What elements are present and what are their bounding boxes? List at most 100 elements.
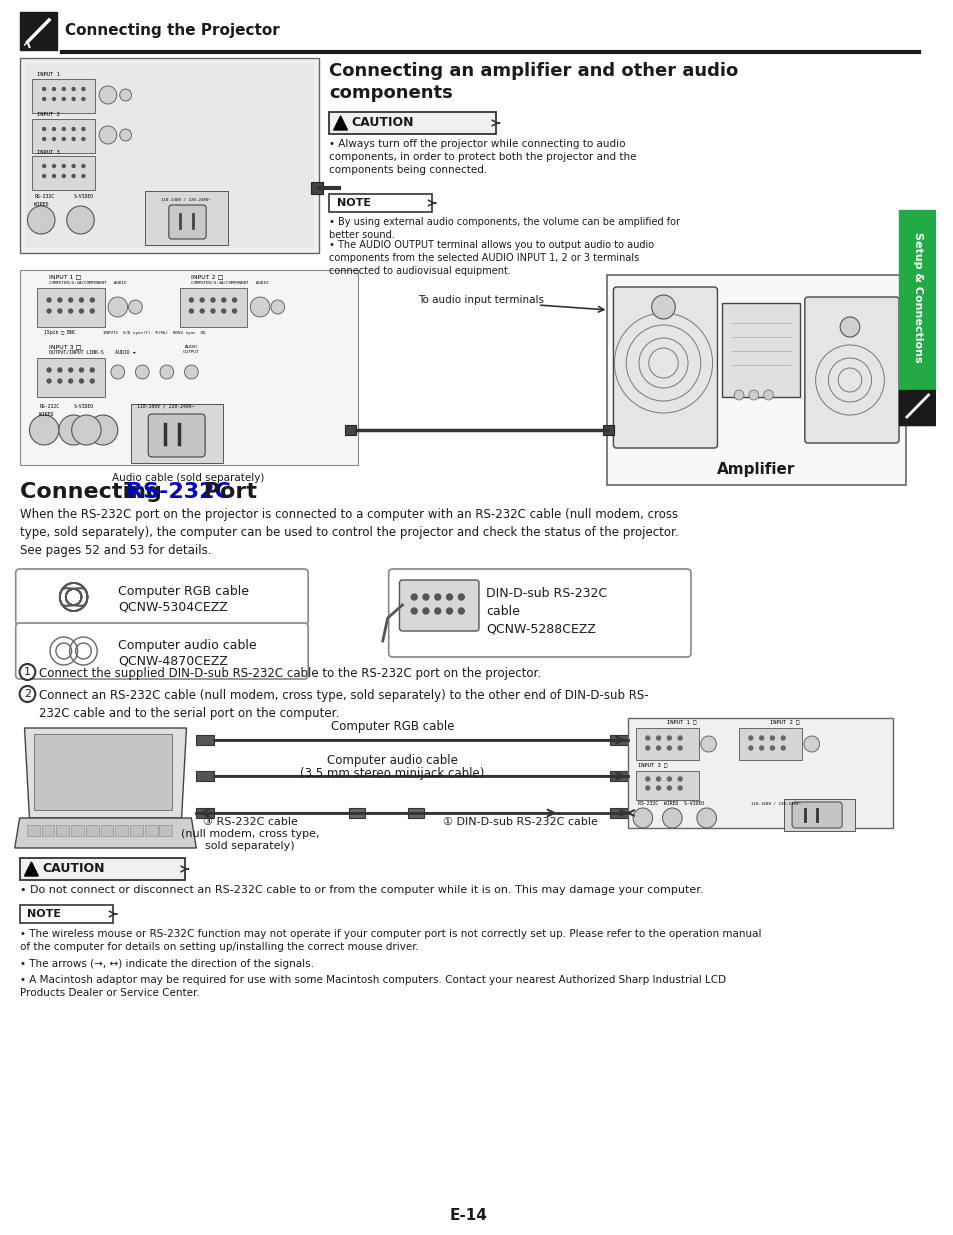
Text: Computer RGB cable
QCNW-5304CEZZ: Computer RGB cable QCNW-5304CEZZ bbox=[117, 585, 249, 613]
Polygon shape bbox=[334, 116, 347, 130]
Text: Port: Port bbox=[196, 482, 257, 501]
FancyBboxPatch shape bbox=[610, 808, 627, 818]
FancyBboxPatch shape bbox=[20, 858, 184, 881]
Circle shape bbox=[69, 298, 72, 303]
Text: CAUTION: CAUTION bbox=[42, 862, 105, 876]
Text: Computer RGB cable: Computer RGB cable bbox=[331, 720, 454, 734]
Circle shape bbox=[99, 126, 116, 144]
Text: 110-160V / 220-240V~: 110-160V / 220-240V~ bbox=[750, 802, 800, 806]
Circle shape bbox=[661, 808, 681, 827]
Circle shape bbox=[52, 88, 55, 90]
FancyBboxPatch shape bbox=[56, 825, 70, 836]
Circle shape bbox=[211, 309, 214, 312]
Circle shape bbox=[748, 746, 752, 750]
Circle shape bbox=[762, 390, 773, 400]
FancyBboxPatch shape bbox=[613, 287, 717, 448]
Circle shape bbox=[190, 298, 193, 303]
Circle shape bbox=[696, 808, 716, 827]
FancyBboxPatch shape bbox=[32, 156, 95, 190]
Circle shape bbox=[72, 127, 75, 131]
Text: COMPUTER/4:3A/COMPONENT   AUDIO: COMPUTER/4:3A/COMPONENT AUDIO bbox=[49, 282, 127, 285]
FancyBboxPatch shape bbox=[602, 425, 614, 435]
FancyBboxPatch shape bbox=[610, 735, 627, 745]
Circle shape bbox=[99, 86, 116, 104]
Text: • The arrows (→, ↔) indicate the direction of the signals.: • The arrows (→, ↔) indicate the directi… bbox=[20, 960, 314, 969]
Text: Connecting: Connecting bbox=[20, 482, 169, 501]
Circle shape bbox=[82, 137, 85, 141]
Circle shape bbox=[69, 379, 72, 383]
Circle shape bbox=[422, 608, 429, 614]
Circle shape bbox=[28, 206, 55, 233]
Circle shape bbox=[667, 777, 671, 781]
FancyBboxPatch shape bbox=[311, 182, 322, 194]
FancyBboxPatch shape bbox=[196, 771, 213, 781]
Circle shape bbox=[770, 746, 774, 750]
FancyBboxPatch shape bbox=[145, 191, 228, 245]
Text: RS-232C: RS-232C bbox=[39, 404, 59, 409]
Text: INPUT2  G/D sync(Y)  R(Pb)  HDVS sync  XD: INPUT2 G/D sync(Y) R(Pb) HDVS sync XD bbox=[103, 331, 205, 335]
Circle shape bbox=[79, 379, 83, 383]
Circle shape bbox=[759, 746, 762, 750]
Circle shape bbox=[200, 309, 204, 312]
Text: • A Macintosh adaptor may be required for use with some Macintosh computers. Con: • A Macintosh adaptor may be required fo… bbox=[20, 974, 725, 998]
Circle shape bbox=[72, 174, 75, 178]
Text: ③ RS-232C cable: ③ RS-232C cable bbox=[203, 818, 297, 827]
Circle shape bbox=[656, 785, 659, 790]
FancyBboxPatch shape bbox=[349, 808, 365, 818]
Circle shape bbox=[72, 164, 75, 168]
Text: AUDIO
OUTPUT: AUDIO OUTPUT bbox=[183, 346, 199, 354]
Circle shape bbox=[62, 137, 65, 141]
FancyBboxPatch shape bbox=[15, 569, 308, 625]
Circle shape bbox=[62, 127, 65, 131]
Text: INPUT 3: INPUT 3 bbox=[37, 149, 60, 156]
Circle shape bbox=[71, 415, 101, 445]
Circle shape bbox=[43, 127, 46, 131]
Text: INPUT 1 □: INPUT 1 □ bbox=[667, 719, 696, 724]
FancyBboxPatch shape bbox=[20, 270, 358, 466]
Circle shape bbox=[82, 88, 85, 90]
Circle shape bbox=[120, 89, 132, 101]
Text: When the RS-232C port on the projector is connected to a computer with an RS-232: When the RS-232C port on the projector i… bbox=[20, 508, 678, 557]
Text: NOTE: NOTE bbox=[28, 909, 61, 919]
Circle shape bbox=[58, 368, 62, 372]
Circle shape bbox=[222, 309, 226, 312]
FancyBboxPatch shape bbox=[15, 622, 308, 679]
FancyBboxPatch shape bbox=[145, 825, 157, 836]
FancyBboxPatch shape bbox=[100, 825, 113, 836]
Circle shape bbox=[678, 777, 681, 781]
FancyBboxPatch shape bbox=[20, 58, 318, 253]
FancyBboxPatch shape bbox=[25, 63, 314, 248]
Circle shape bbox=[52, 164, 55, 168]
FancyBboxPatch shape bbox=[86, 825, 98, 836]
Circle shape bbox=[651, 295, 675, 319]
Circle shape bbox=[190, 309, 193, 312]
FancyBboxPatch shape bbox=[636, 771, 699, 800]
Circle shape bbox=[645, 746, 649, 750]
Text: sold separately): sold separately) bbox=[205, 841, 294, 851]
Text: • The wireless mouse or RS-232C function may not operate if your computer port i: • The wireless mouse or RS-232C function… bbox=[20, 929, 760, 952]
Circle shape bbox=[47, 298, 51, 303]
Circle shape bbox=[645, 736, 649, 740]
Circle shape bbox=[79, 368, 83, 372]
Circle shape bbox=[91, 368, 94, 372]
Text: OUTPUT/INPUT LINK-S    AUDIO ◄: OUTPUT/INPUT LINK-S AUDIO ◄ bbox=[49, 350, 135, 354]
FancyBboxPatch shape bbox=[131, 404, 223, 463]
FancyBboxPatch shape bbox=[610, 771, 627, 781]
FancyBboxPatch shape bbox=[27, 825, 40, 836]
Text: 110-100V / 220-240V~: 110-100V / 220-240V~ bbox=[137, 404, 194, 409]
Circle shape bbox=[79, 298, 83, 303]
FancyBboxPatch shape bbox=[37, 288, 105, 327]
FancyBboxPatch shape bbox=[388, 569, 690, 657]
FancyBboxPatch shape bbox=[804, 296, 898, 443]
Circle shape bbox=[52, 127, 55, 131]
Circle shape bbox=[47, 379, 51, 383]
Circle shape bbox=[250, 296, 270, 317]
Circle shape bbox=[58, 298, 62, 303]
Circle shape bbox=[160, 366, 173, 379]
Circle shape bbox=[667, 785, 671, 790]
Circle shape bbox=[411, 608, 416, 614]
Circle shape bbox=[52, 137, 55, 141]
Circle shape bbox=[200, 298, 204, 303]
Circle shape bbox=[72, 98, 75, 100]
Text: Connect an RS-232C cable (null modem, cross type, sold separately) to the other : Connect an RS-232C cable (null modem, cr… bbox=[39, 689, 648, 720]
